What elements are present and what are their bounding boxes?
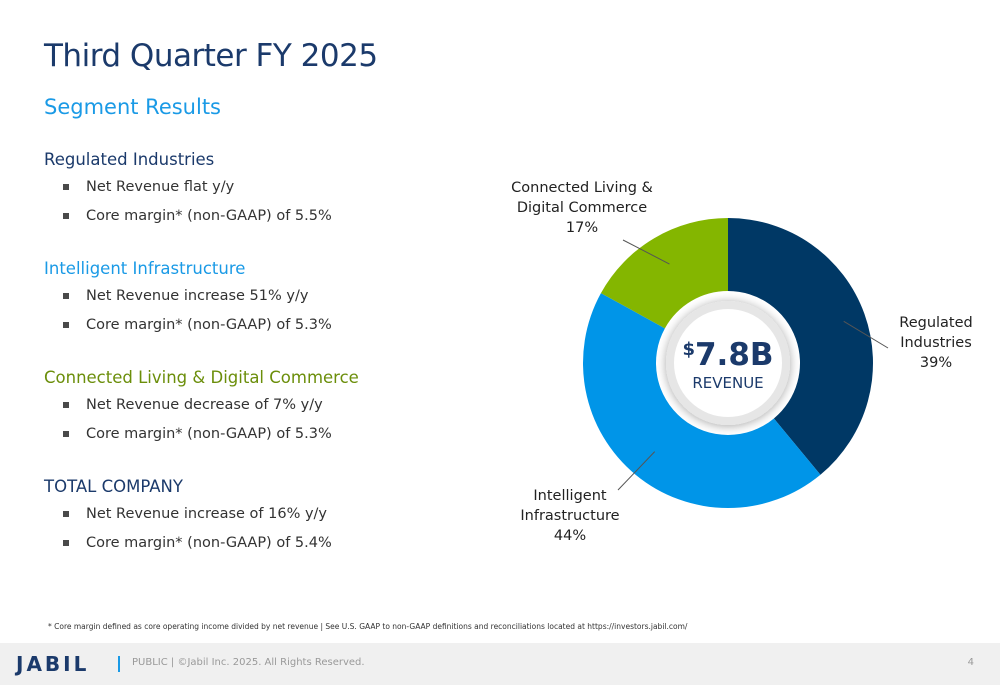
center-currency: $ — [682, 339, 695, 360]
slice-name-line: Digital Commerce — [517, 200, 647, 216]
segment-connected-living: Connected Living & Digital Commerce Net … — [44, 368, 464, 454]
bullet-icon — [63, 540, 69, 546]
leader-line — [617, 451, 656, 491]
slice-value-label: 39% — [920, 355, 952, 371]
footer-bar: JABIL PUBLIC | ©Jabil Inc. 2025. All Rig… — [0, 643, 1000, 685]
segment-heading: Intelligent Infrastructure — [44, 259, 246, 278]
segment-bullet: Core margin* (non-GAAP) of 5.3% — [44, 316, 464, 345]
bullet-icon — [63, 293, 69, 299]
segment-bullet: Net Revenue decrease of 7% y/y — [44, 396, 464, 425]
slice-value-label: 17% — [566, 220, 598, 236]
bullet-icon — [63, 322, 69, 328]
slice-name-line: Industries — [900, 335, 972, 351]
segment-heading: TOTAL COMPANY — [44, 477, 183, 496]
donut-slice — [728, 218, 873, 475]
bullet-icon — [63, 431, 69, 437]
segment-heading: Regulated Industries — [44, 150, 215, 169]
bullet-text: Net Revenue flat y/y — [86, 179, 235, 195]
bullet-text: Core margin* (non-GAAP) of 5.3% — [86, 426, 332, 442]
donut-slices — [583, 217, 873, 509]
slice-name-line: Connected Living & — [511, 180, 653, 196]
footer-divider — [118, 656, 120, 672]
page-number: 4 — [967, 657, 974, 668]
segment-list: Regulated Industries Net Revenue flat y/… — [44, 150, 464, 586]
page-subtitle: Segment Results — [44, 95, 222, 119]
slice-name-line: Regulated — [899, 315, 972, 331]
bullet-text: Net Revenue decrease of 7% y/y — [86, 397, 323, 413]
segment-bullet: Net Revenue increase of 16% y/y — [44, 505, 464, 534]
segment-bullet: Net Revenue flat y/y — [44, 178, 464, 207]
bullet-text: Net Revenue increase 51% y/y — [86, 288, 309, 304]
slice-value-label: 44% — [554, 528, 586, 544]
slice-label: Regulated Industries 39% — [899, 315, 972, 371]
segment-intelligent-infrastructure: Intelligent Infrastructure Net Revenue i… — [44, 259, 464, 345]
center-amount: 7.8B — [695, 337, 774, 373]
donut-svg: Regulated Industries 39% Intelligent Infrast… — [511, 180, 973, 544]
bullet-icon — [63, 184, 69, 190]
revenue-donut-chart: Regulated Industries 39% Intelligent Infrast… — [490, 165, 990, 565]
slice-name-line: Intelligent — [533, 488, 606, 504]
leader-lines — [617, 239, 889, 491]
donut-center-circle — [666, 301, 790, 425]
donut-slice — [600, 217, 728, 329]
slice-label: Intelligent Infrastructure 44% — [520, 488, 619, 544]
bullet-text: Core margin* (non-GAAP) of 5.3% — [86, 317, 332, 333]
center-value: $7.8B — [682, 337, 773, 373]
segment-total-company: TOTAL COMPANY Net Revenue increase of 16… — [44, 477, 464, 563]
leader-line — [622, 239, 670, 265]
bullet-text: Core margin* (non-GAAP) of 5.5% — [86, 208, 332, 224]
center-caption: REVENUE — [692, 374, 763, 392]
donut-slice — [583, 293, 821, 509]
slice-name-line: Infrastructure — [520, 508, 619, 524]
segment-bullet: Core margin* (non-GAAP) of 5.5% — [44, 207, 464, 236]
leader-line — [843, 320, 889, 349]
page-title: Third Quarter FY 2025 — [44, 38, 378, 74]
bullet-icon — [63, 213, 69, 219]
bullet-text: Core margin* (non-GAAP) of 5.4% — [86, 535, 332, 551]
segment-regulated-industries: Regulated Industries Net Revenue flat y/… — [44, 150, 464, 236]
segment-bullet: Core margin* (non-GAAP) of 5.3% — [44, 425, 464, 454]
footer-copyright: PUBLIC | ©Jabil Inc. 2025. All Rights Re… — [132, 657, 365, 668]
slice-label: Connected Living & Digital Commerce 17% — [511, 180, 653, 236]
segment-bullet: Core margin* (non-GAAP) of 5.4% — [44, 534, 464, 563]
jabil-logo: JABIL — [16, 652, 90, 676]
segment-bullet: Net Revenue increase 51% y/y — [44, 287, 464, 316]
bullet-icon — [63, 511, 69, 517]
bullet-text: Net Revenue increase of 16% y/y — [86, 506, 328, 522]
segment-heading: Connected Living & Digital Commerce — [44, 368, 359, 387]
bullet-icon — [63, 402, 69, 408]
footnote: * Core margin defined as core operating … — [48, 622, 688, 631]
slice-labels: Regulated Industries 39% Intelligent Infrast… — [511, 180, 973, 544]
